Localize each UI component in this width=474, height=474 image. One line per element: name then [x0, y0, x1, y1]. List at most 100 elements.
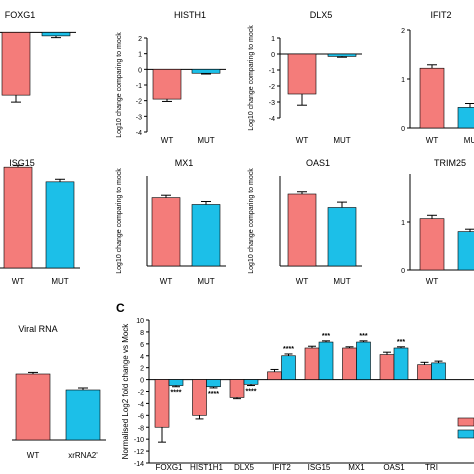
x-tick-label: MUT	[197, 277, 214, 286]
panel-title: OAS1	[306, 158, 330, 168]
bar-wt	[151, 197, 181, 267]
y-tick-label: -3	[136, 114, 142, 121]
panel-title: ISG15	[9, 158, 35, 168]
x-tick-label: WT	[426, 277, 439, 286]
panel-histh1: HISTH1 2 1 0 -1 -2 -3 -4 Log10 change comparing …	[116, 10, 226, 145]
panel-title: TRIM25	[434, 158, 466, 168]
bar-mut	[457, 231, 474, 271]
x-tick-label: FOXG1	[155, 463, 183, 472]
y-axis-label: Log10 change comparing to mock	[248, 168, 255, 274]
bar-mx1-s2	[356, 341, 371, 380]
bar-hist1h1-s2	[206, 379, 221, 388]
y-tick-label: 4	[140, 354, 144, 361]
y-tick-label: -10	[134, 437, 144, 444]
bar-oas1-s2	[393, 347, 409, 380]
x-tick-label: WT	[161, 136, 174, 145]
panel-isg15: ISG15 WT MUT	[0, 158, 80, 286]
x-tick-label: MU	[464, 136, 474, 145]
bar-ifit2-s1	[267, 371, 282, 380]
panel-label-c: C	[116, 301, 125, 315]
y-tick-label: 0	[401, 268, 405, 275]
y-tick-label: 0	[271, 52, 275, 59]
y-tick-label: -2	[269, 84, 275, 91]
x-tick-label: MUT	[197, 136, 214, 145]
x-tick-label: WT	[27, 451, 40, 460]
bar-mut	[457, 107, 474, 129]
y-tick-label: -8	[138, 425, 144, 432]
y-tick-label: -1	[269, 68, 275, 75]
panel-title: Viral RNA	[18, 324, 57, 334]
y-tick-label: 0	[140, 378, 144, 385]
y-tick-label: 1	[401, 77, 405, 84]
y-tick-label: -4	[138, 401, 144, 408]
bar-foxg1-s1	[154, 379, 170, 428]
y-tick-label: 0	[401, 126, 405, 133]
bar-wt	[1, 32, 31, 96]
bar-xrrna2	[65, 389, 101, 441]
bar-isg15-s2	[318, 341, 334, 380]
y-tick-label: 1	[401, 220, 405, 227]
y-tick-label: 8	[140, 330, 144, 337]
x-tick-label: OAS1	[383, 463, 405, 472]
bar-wt	[152, 69, 182, 100]
x-tick-label: xrRNA2'	[68, 451, 98, 460]
panel-dlx5: DLX5 1 0 -1 -2 -3 -4 Log10 change comparing to …	[248, 10, 362, 145]
y-tick-label: 10	[136, 318, 144, 325]
x-tick-label: WT	[12, 277, 25, 286]
x-tick-label: DLX5	[234, 463, 255, 472]
y-tick-label: -1	[136, 83, 142, 90]
bar-isg15-s1	[304, 347, 320, 380]
y-tick-label: -4	[136, 130, 142, 137]
panel-oas1: OAS1 Log10 change comparing to mock WT MUT	[248, 158, 362, 286]
y-axis-label: Log10 change comparing to mock	[248, 25, 255, 131]
y-tick-label: -4	[269, 116, 275, 123]
y-tick-label: 1	[138, 52, 142, 59]
bar-foxg1-s2	[168, 379, 184, 386]
x-tick-label: MUT	[333, 136, 350, 145]
y-tick-label: 6	[140, 342, 144, 349]
panel-title: DLX5	[310, 10, 333, 20]
bar-mx1-s1	[342, 347, 357, 380]
x-tick-label: ISG15	[308, 463, 331, 472]
y-tick-label: -12	[134, 449, 144, 456]
y-tick-label: -2	[136, 99, 142, 106]
significance-marker: ***	[397, 339, 405, 346]
bar-ifit2-s2	[281, 355, 296, 380]
significance-marker: ****	[208, 391, 219, 398]
y-tick-label: 2	[140, 366, 144, 373]
bar-hist1h1-s1	[192, 379, 207, 416]
bar-mut	[45, 181, 75, 269]
panel-c-legend	[457, 417, 474, 439]
bar-wt	[15, 373, 51, 441]
panel-title: MX1	[175, 158, 194, 168]
legend-swatch-wt	[457, 417, 474, 427]
bar-mut	[327, 207, 357, 267]
y-axis-label: Log10 change comparing to mock	[116, 168, 123, 274]
panel-c: 10 8 6 4 2 0 -2 -4 -6 -8 -10 -12 -14 Normalised Log2 …	[121, 318, 474, 472]
y-tick-label: -14	[134, 461, 144, 468]
bar-mut	[191, 204, 221, 267]
bar-tri-s1	[417, 364, 432, 380]
x-tick-label: WT	[426, 136, 439, 145]
x-tick-label: WT	[160, 277, 173, 286]
y-tick-label: 0	[138, 67, 142, 74]
significance-marker: ***	[322, 333, 330, 340]
panel-title: HISTH1	[174, 10, 206, 20]
bar-mut	[41, 32, 71, 37]
panel-trim25: TRIM25 1 0 WT	[401, 158, 474, 286]
x-tick-label: IFIT2	[272, 463, 291, 472]
panel-ifit2: IFIT2 2 1 0 WT MU	[401, 10, 474, 145]
y-axis-label: Normalised Log2 fold change vs Mock	[121, 323, 130, 460]
panel-title: FOXG1	[5, 10, 36, 20]
bar-mut	[327, 53, 357, 57]
bar-wt	[419, 67, 445, 129]
y-tick-label: 2	[138, 36, 142, 43]
bar-wt	[287, 193, 317, 267]
significance-marker: ****	[171, 390, 182, 397]
significance-marker: ****	[246, 389, 257, 396]
significance-marker: ***	[359, 333, 367, 340]
bar-wt	[419, 218, 445, 271]
bar-mut	[191, 69, 221, 74]
